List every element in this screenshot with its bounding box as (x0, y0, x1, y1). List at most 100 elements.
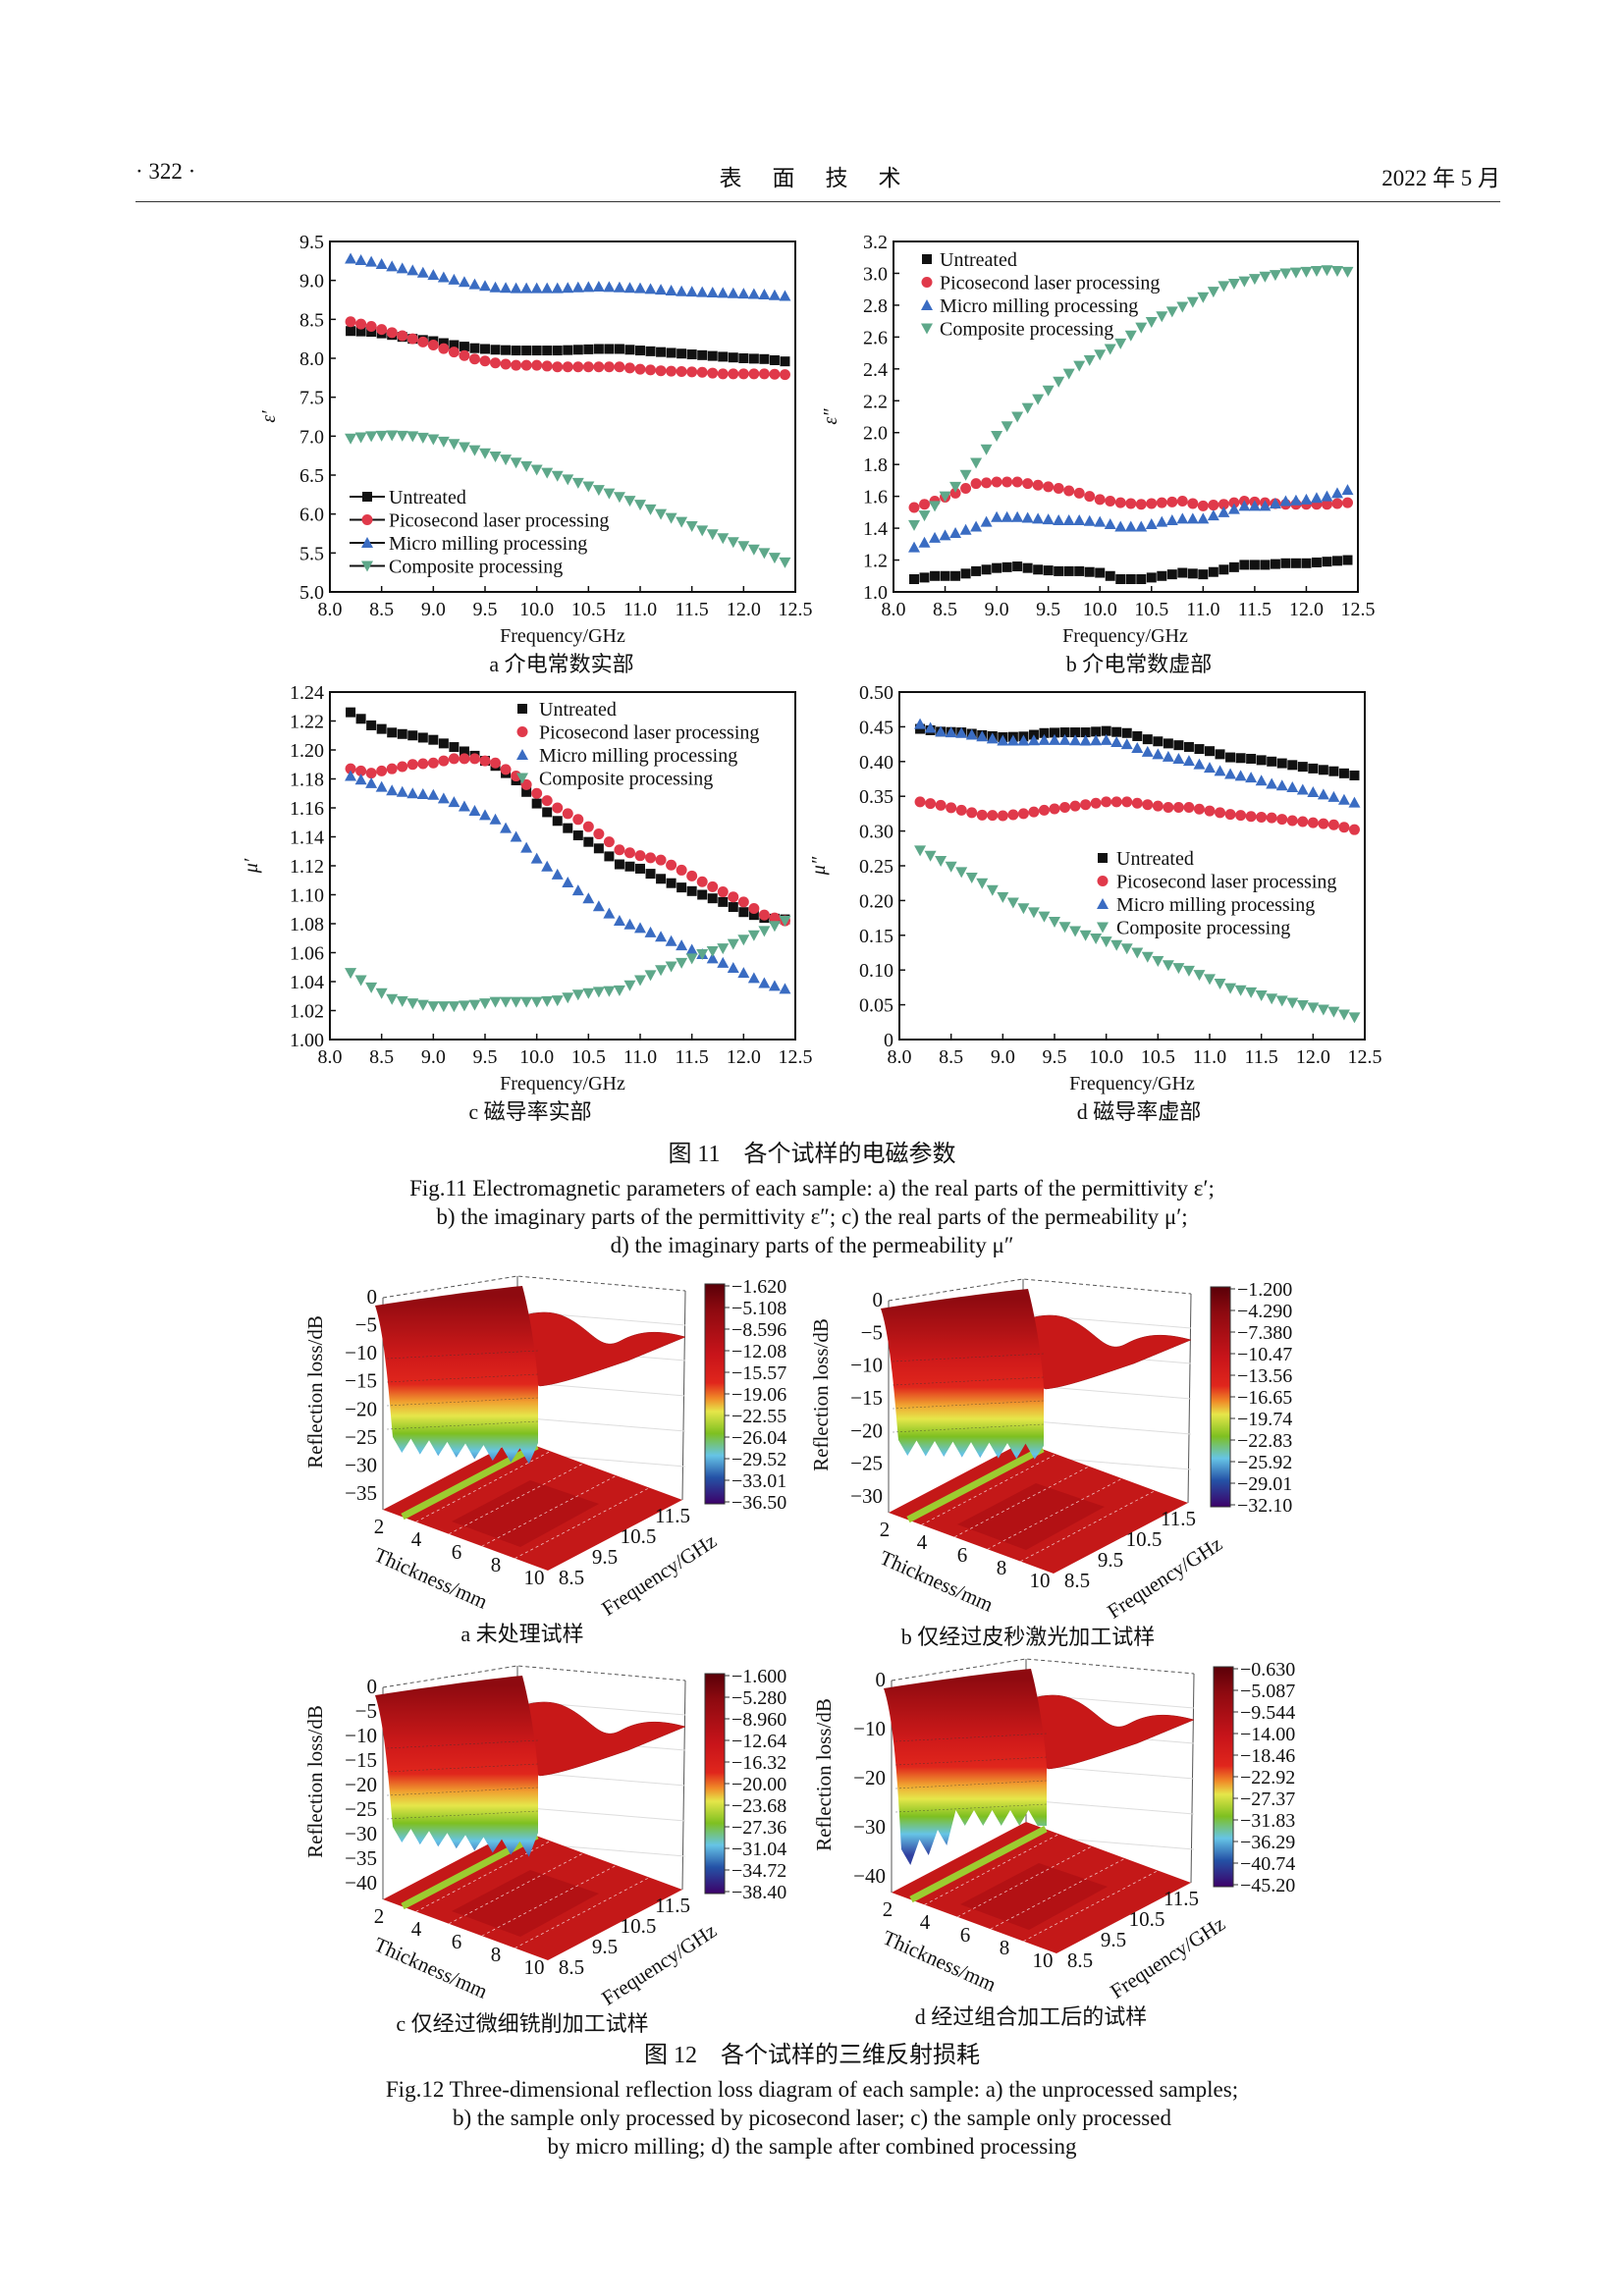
triangle-down-marker (1182, 965, 1195, 977)
triangle-up-marker (1321, 490, 1333, 502)
circle-marker (572, 361, 584, 373)
z-tick-label: −30 (850, 1484, 883, 1508)
circle-marker (769, 912, 781, 924)
floor-grid-line (449, 1852, 584, 1925)
triangle-up-marker (779, 983, 791, 994)
circle-marker (1348, 824, 1360, 835)
circle-marker (1224, 809, 1236, 821)
square-marker (1084, 566, 1095, 577)
triangle-up-marker (1176, 512, 1189, 524)
contour-line (386, 1373, 539, 1383)
subfigure-caption: b 介电常数虚部 (1066, 652, 1213, 676)
surface-plot-c: 0−5−10−15−20−25−30−35−40 Reflection loss/… (303, 1665, 786, 2036)
triangle-up-marker (965, 728, 978, 740)
square-marker (428, 734, 439, 745)
triangle-down-marker (1289, 267, 1302, 279)
x-tick-label: 10.5 (1134, 599, 1168, 620)
triangle-up-marker (1259, 500, 1272, 511)
x-tick-label: 9.0 (985, 599, 1009, 620)
triangle-down-marker (479, 448, 491, 459)
triangle-up-marker (655, 284, 668, 295)
square-marker (981, 564, 992, 575)
floor-shade (960, 1863, 1108, 1930)
triangle-up-marker (1011, 510, 1024, 522)
triangle-down-marker (375, 988, 388, 999)
triangle-up-marker (1317, 788, 1329, 800)
z-tick-label: −20 (850, 1418, 883, 1442)
triangle-down-marker (520, 996, 533, 1008)
circle-marker (417, 336, 429, 347)
triangle-down-marker (921, 323, 933, 335)
square-marker (501, 345, 512, 355)
square-marker (1059, 727, 1070, 738)
z-tick-label: −5 (355, 1699, 377, 1723)
y-tick-label: 0.50 (859, 682, 893, 704)
x-axis-label: Frequency/GHz (500, 1073, 625, 1095)
triangle-up-marker (623, 282, 636, 294)
triangle-up-marker (530, 852, 543, 864)
triangle-down-marker (1234, 985, 1247, 996)
circle-marker (1327, 819, 1339, 830)
square-marker (1043, 565, 1054, 576)
contour-line (386, 1420, 539, 1430)
x-tick-label: 12.0 (1296, 1046, 1330, 1068)
y-tick-label: 1.6 (863, 487, 888, 508)
triangle-up-marker (914, 718, 927, 729)
circle-marker (500, 358, 512, 370)
square-marker (686, 885, 697, 896)
z-axis-label: Reflection loss/dB (812, 1698, 836, 1851)
circle-marker (562, 361, 573, 373)
triangle-up-marker (644, 926, 657, 937)
triangle-down-marker (1218, 281, 1230, 293)
triangle-down-marker (416, 432, 429, 444)
triangle-up-marker (396, 262, 408, 274)
y-tick-label: 2.8 (863, 295, 888, 317)
square-marker (1115, 574, 1126, 585)
square-marker (1194, 744, 1205, 755)
triangle-up-marker (727, 287, 739, 298)
triangle-down-marker (980, 444, 993, 455)
triangle-down-marker (747, 930, 760, 941)
triangle-up-marker (551, 868, 564, 880)
colorbar-tick-label: −15.57 (731, 1362, 786, 1384)
circle-marker (970, 478, 982, 490)
square-marker (593, 843, 604, 854)
z-tick-label: −15 (850, 1386, 883, 1410)
x-tick-label: 11.5 (1245, 1046, 1278, 1068)
triangle-up-marker (489, 813, 502, 825)
chart-a: 8.0 8.5 9.0 9.5 10.0 10.5 11.0 11.5 12.0 12.5 5.0 5… (258, 232, 813, 676)
triangle-up-marker (530, 282, 543, 294)
square-marker (1249, 560, 1260, 570)
x-tick-label: 10.0 (1083, 599, 1117, 620)
triangle-down-marker (1053, 376, 1065, 388)
legend-label: Picosecond laser processing (1116, 872, 1336, 893)
circle-marker (1297, 816, 1309, 828)
subfigure-caption: a 介电常数实部 (489, 652, 633, 676)
triangle-down-marker (758, 548, 771, 560)
square-marker (1074, 565, 1085, 576)
triangle-up-marker (779, 290, 791, 301)
triangle-down-marker (613, 985, 625, 996)
fig11-caption-line-1: Fig.11 Electromagnetic parameters of eac… (409, 1176, 1215, 1201)
circle-marker (707, 367, 719, 379)
colorbar (1210, 1286, 1231, 1508)
y-tick-label: 8.0 (299, 348, 324, 370)
colorbar-tick-label: −32.10 (1237, 1495, 1292, 1517)
square-marker (1225, 752, 1236, 763)
z-tick-label: 0 (367, 1285, 378, 1308)
triangle-down-marker (427, 434, 440, 446)
square-marker (355, 326, 366, 337)
square-marker (449, 742, 460, 753)
circle-marker (737, 368, 749, 380)
floor-absorption-band (401, 1442, 539, 1521)
triangle-up-marker (676, 285, 688, 296)
circle-marker (552, 361, 564, 373)
colorbar-tick-label: −1.620 (731, 1276, 786, 1298)
square-marker (624, 345, 635, 355)
square-marker (1342, 555, 1353, 565)
circle-marker (666, 859, 677, 871)
thickness-tick-label: 2 (883, 1897, 893, 1921)
circle-marker (376, 765, 388, 776)
triangle-down-marker (1269, 270, 1281, 282)
surface-front-curtain (884, 1669, 1047, 1865)
